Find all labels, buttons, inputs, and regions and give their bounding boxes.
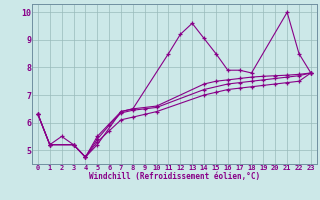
X-axis label: Windchill (Refroidissement éolien,°C): Windchill (Refroidissement éolien,°C) bbox=[89, 172, 260, 181]
